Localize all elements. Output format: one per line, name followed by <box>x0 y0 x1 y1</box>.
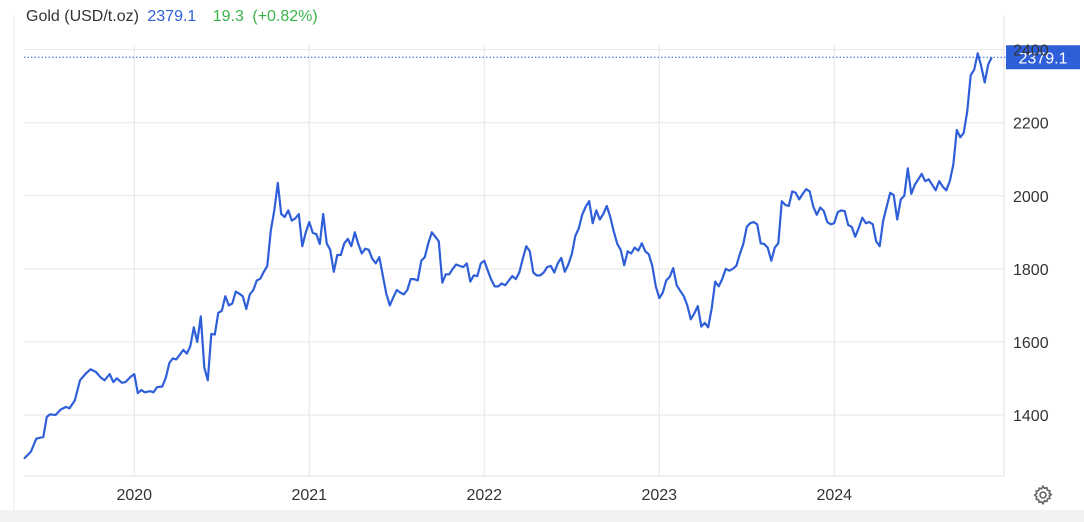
x-tick-label: 2020 <box>116 487 152 504</box>
y-tick-label: 2400 <box>1013 43 1049 60</box>
y-tick-label: 2200 <box>1013 116 1049 133</box>
price-change-percent: (+0.82%) <box>252 8 318 25</box>
chart-header: Gold (USD/t.oz) 2379.1 19.3 (+0.82%) <box>26 8 318 26</box>
y-tick-label: 1400 <box>1013 408 1049 425</box>
current-price: 2379.1 <box>147 8 197 25</box>
y-tick-label: 1800 <box>1013 262 1049 279</box>
x-tick-label: 2024 <box>816 487 852 504</box>
y-tick-label: 1600 <box>1013 335 1049 352</box>
price-line <box>23 52 993 460</box>
price-change: 19.3 <box>212 8 244 25</box>
x-tick-label: 2021 <box>291 487 327 504</box>
instrument-name: Gold (USD/t.oz) <box>26 8 139 25</box>
gear-icon[interactable] <box>1032 484 1054 506</box>
y-tick-label: 2000 <box>1013 189 1049 206</box>
x-tick-label: 2022 <box>466 487 502 504</box>
last-price-tag <box>1006 45 1080 70</box>
range-selector-strip[interactable] <box>0 510 1084 522</box>
x-tick-label: 2023 <box>641 487 677 504</box>
last-price-tag-label: 2379.1 <box>1019 50 1068 67</box>
